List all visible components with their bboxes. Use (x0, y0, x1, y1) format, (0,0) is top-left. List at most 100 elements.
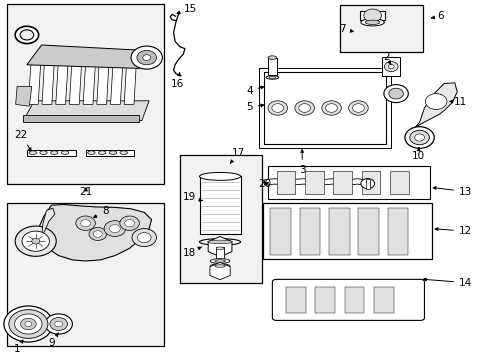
Text: 14: 14 (423, 278, 471, 288)
Circle shape (348, 101, 367, 115)
Circle shape (142, 55, 150, 60)
Bar (270, 208, 290, 255)
Text: 16: 16 (170, 73, 183, 89)
Text: 20: 20 (258, 179, 271, 189)
Bar (263, 203, 431, 259)
Polygon shape (16, 86, 32, 106)
Circle shape (384, 62, 397, 72)
Polygon shape (39, 204, 151, 261)
Ellipse shape (87, 151, 95, 154)
Ellipse shape (29, 151, 36, 154)
Circle shape (414, 134, 424, 141)
Polygon shape (360, 11, 384, 20)
Circle shape (387, 64, 393, 69)
Ellipse shape (210, 258, 229, 264)
Polygon shape (41, 208, 55, 236)
Text: 4: 4 (245, 86, 263, 96)
Bar (387, 208, 407, 255)
Circle shape (76, 216, 95, 230)
Ellipse shape (207, 240, 232, 244)
Bar (382, 57, 399, 76)
Circle shape (32, 238, 40, 244)
Ellipse shape (199, 239, 240, 245)
Circle shape (404, 127, 433, 148)
Ellipse shape (265, 76, 278, 79)
Text: 7: 7 (338, 24, 352, 34)
Ellipse shape (214, 265, 225, 267)
Ellipse shape (61, 151, 68, 154)
Text: 6: 6 (430, 11, 443, 21)
Bar (299, 208, 320, 255)
Bar (7, 4, 163, 184)
Bar (315, 287, 334, 313)
Circle shape (93, 231, 102, 237)
Circle shape (104, 221, 125, 237)
Bar (7, 203, 163, 346)
Bar (344, 287, 364, 313)
Text: 10: 10 (411, 148, 424, 161)
Text: 15: 15 (177, 4, 197, 14)
Circle shape (425, 94, 446, 109)
Text: 21: 21 (79, 186, 93, 197)
Ellipse shape (120, 151, 127, 154)
Ellipse shape (98, 151, 105, 154)
Bar (365, 179, 369, 189)
Polygon shape (42, 61, 54, 104)
Text: 12: 12 (434, 226, 471, 236)
Ellipse shape (199, 172, 240, 180)
Ellipse shape (210, 264, 229, 269)
Ellipse shape (20, 30, 34, 40)
Circle shape (321, 101, 341, 115)
Ellipse shape (15, 26, 39, 44)
Polygon shape (23, 115, 139, 122)
Circle shape (15, 226, 56, 256)
Ellipse shape (51, 151, 58, 154)
Text: 3: 3 (298, 150, 305, 175)
Polygon shape (97, 61, 109, 104)
Bar (328, 208, 349, 255)
Polygon shape (209, 262, 230, 280)
Polygon shape (267, 166, 429, 199)
Ellipse shape (360, 19, 384, 26)
Polygon shape (69, 61, 81, 104)
Text: 17: 17 (230, 148, 245, 163)
Bar (180, 155, 261, 283)
Circle shape (25, 321, 32, 327)
Bar (333, 171, 351, 194)
Circle shape (363, 9, 381, 22)
FancyBboxPatch shape (272, 279, 424, 320)
Circle shape (352, 104, 364, 112)
Circle shape (137, 233, 151, 243)
Polygon shape (27, 45, 144, 68)
Circle shape (50, 318, 67, 330)
Polygon shape (56, 65, 68, 104)
Circle shape (388, 88, 403, 99)
Text: 18: 18 (183, 247, 201, 258)
Polygon shape (414, 83, 456, 128)
Bar (358, 208, 378, 255)
Circle shape (81, 220, 90, 227)
Bar (389, 171, 408, 194)
Circle shape (298, 104, 310, 112)
Bar (267, 58, 276, 75)
Bar (373, 287, 393, 313)
Circle shape (22, 231, 49, 251)
Ellipse shape (365, 20, 379, 24)
Circle shape (325, 104, 337, 112)
Ellipse shape (214, 260, 225, 262)
Polygon shape (23, 101, 149, 121)
Ellipse shape (268, 76, 275, 78)
Circle shape (45, 314, 72, 334)
Circle shape (124, 220, 134, 227)
Bar (361, 171, 380, 194)
Circle shape (409, 130, 428, 145)
Bar (285, 287, 305, 313)
Circle shape (120, 216, 139, 230)
Circle shape (271, 104, 283, 112)
Ellipse shape (216, 247, 224, 250)
Polygon shape (85, 150, 134, 156)
Ellipse shape (267, 56, 276, 59)
Polygon shape (28, 65, 41, 104)
Text: 8: 8 (94, 206, 108, 217)
Polygon shape (208, 237, 231, 257)
